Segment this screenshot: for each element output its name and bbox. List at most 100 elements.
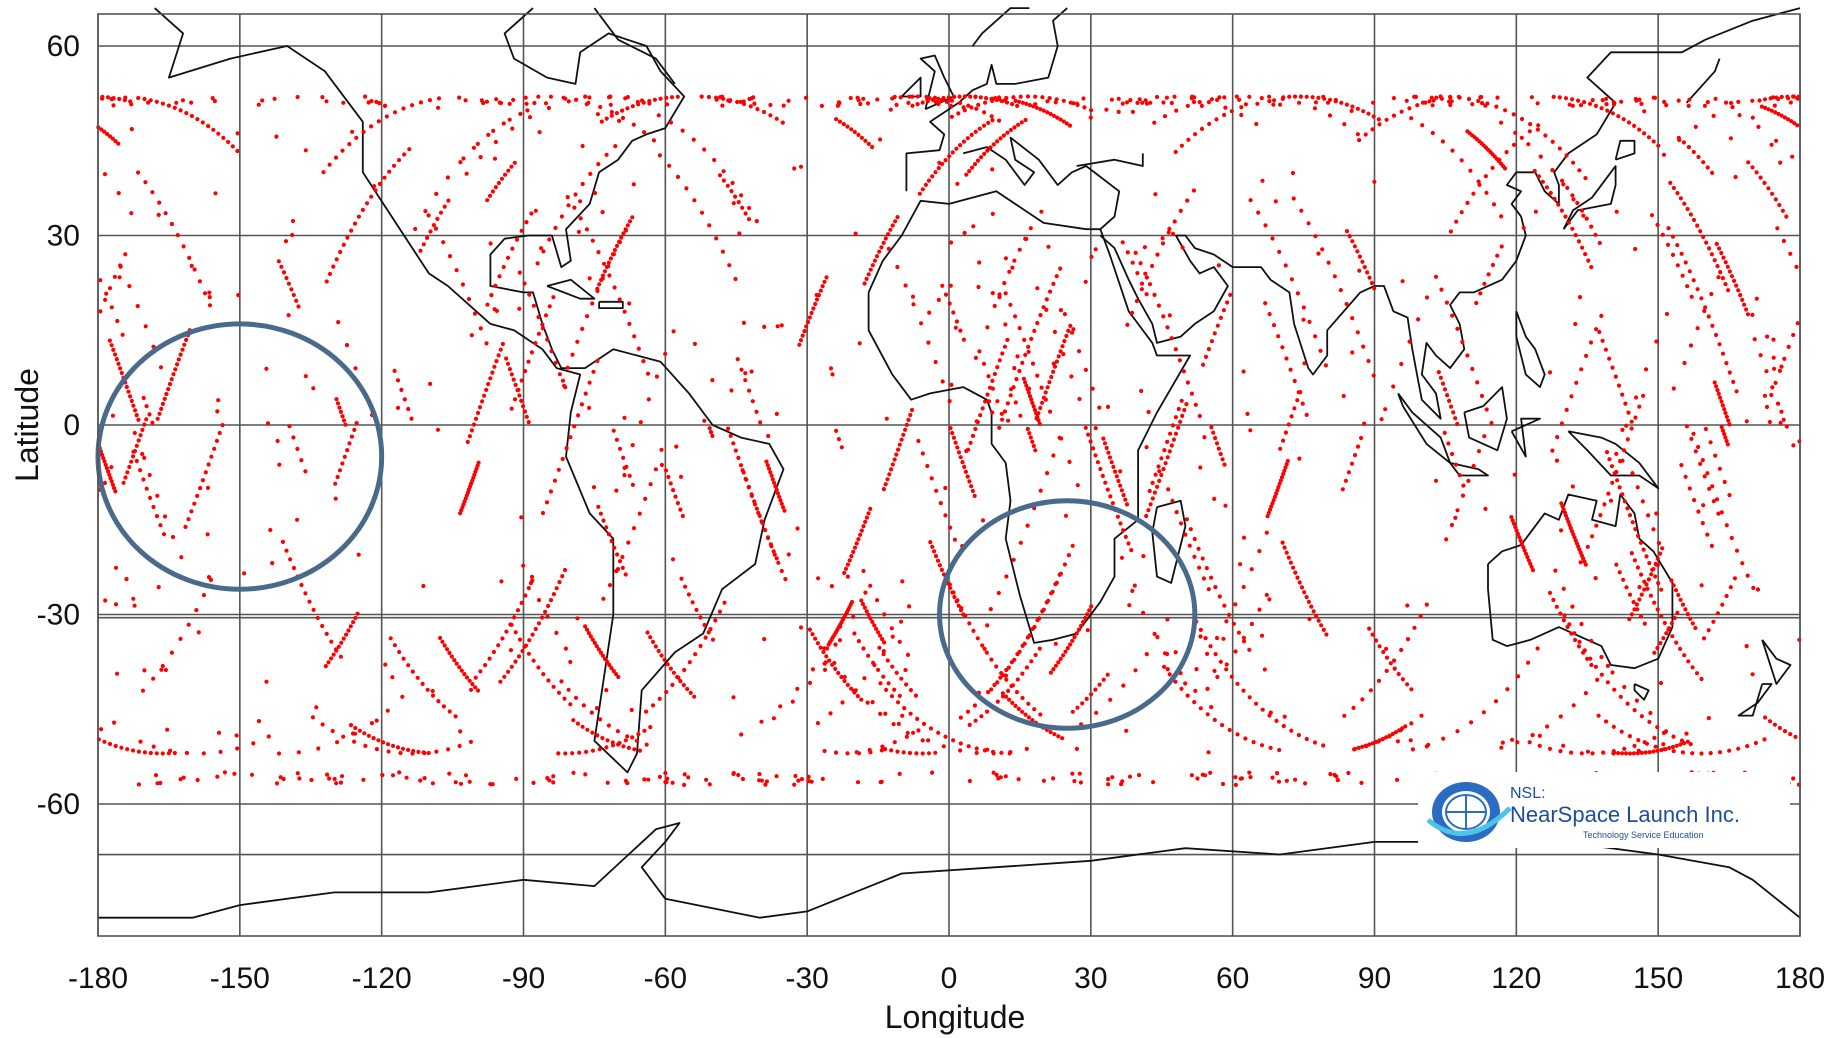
- ground-point: [973, 94, 978, 99]
- ground-point: [161, 532, 167, 537]
- ground-point: [1564, 153, 1569, 158]
- ground-point: [1275, 771, 1280, 776]
- ground-point: [611, 669, 616, 674]
- ground-point: [781, 505, 786, 510]
- ground-point: [957, 94, 962, 99]
- ground-point: [1710, 170, 1715, 175]
- ground-point: [1589, 265, 1594, 270]
- ground-point: [990, 167, 995, 172]
- ground-point: [1723, 435, 1728, 440]
- ground-point: [1791, 94, 1796, 99]
- ground-point: [1670, 234, 1676, 239]
- ground-point: [1778, 160, 1783, 165]
- ground-point: [757, 772, 762, 777]
- ground-point: [1360, 697, 1365, 702]
- ground-point: [151, 504, 156, 510]
- ground-point: [1457, 95, 1462, 100]
- ground-point: [1123, 534, 1128, 540]
- ground-point: [1503, 108, 1508, 113]
- ground-point: [1120, 779, 1125, 784]
- ground-point: [727, 263, 732, 268]
- ground-point: [583, 391, 588, 396]
- ground-point: [915, 102, 920, 107]
- ground-point: [802, 329, 807, 334]
- ground-point: [1302, 361, 1307, 366]
- ground-point: [117, 275, 122, 280]
- ground-point: [1611, 724, 1616, 729]
- ground-point: [1039, 209, 1044, 214]
- ground-point: [1775, 401, 1781, 406]
- ground-point: [712, 157, 717, 163]
- ground-point: [813, 301, 818, 307]
- ground-point: [1248, 775, 1253, 780]
- ground-point: [575, 339, 580, 344]
- ground-point: [1636, 738, 1641, 743]
- ground-point: [1371, 100, 1376, 105]
- ground-point: [541, 672, 546, 677]
- ground-point: [609, 110, 614, 115]
- ground-point: [560, 574, 565, 579]
- coastline: [1515, 310, 1546, 388]
- ground-point: [1028, 226, 1033, 231]
- ground-point: [107, 472, 112, 477]
- ground-point: [1776, 111, 1781, 117]
- ground-point: [1050, 589, 1055, 595]
- ground-point: [847, 558, 852, 563]
- ground-point: [1248, 198, 1253, 203]
- ground-point: [270, 561, 275, 566]
- ground-point: [625, 106, 630, 111]
- ground-point: [1391, 384, 1396, 389]
- ground-point: [839, 445, 844, 450]
- x-tick-label: 60: [1216, 962, 1249, 995]
- ground-point: [195, 493, 200, 498]
- ground-point: [366, 733, 371, 738]
- ground-point: [249, 772, 255, 777]
- ground-point: [1629, 419, 1634, 424]
- ground-point: [964, 448, 969, 454]
- ground-point: [892, 740, 897, 745]
- ground-point: [1427, 99, 1432, 104]
- ground-point: [1184, 517, 1189, 522]
- ground-point: [1794, 264, 1799, 269]
- ground-point: [1106, 777, 1111, 782]
- ground-point: [1526, 142, 1531, 147]
- ground-point: [1144, 445, 1149, 450]
- ground-point: [1588, 340, 1594, 345]
- ground-point: [909, 407, 915, 413]
- ground-point: [1288, 560, 1293, 565]
- ground-point: [486, 132, 491, 137]
- ground-point: [870, 619, 875, 625]
- ground-point: [311, 386, 316, 391]
- ground-point: [102, 172, 108, 177]
- ground-point: [636, 346, 641, 351]
- ground-point: [866, 612, 871, 617]
- ground-point: [1011, 95, 1016, 100]
- ground-point: [1637, 585, 1642, 590]
- ground-point: [1562, 613, 1567, 618]
- ground-point: [1034, 105, 1039, 110]
- ground-point: [1205, 686, 1210, 692]
- ground-point: [845, 562, 851, 567]
- ground-point: [519, 515, 524, 520]
- ground-point: [768, 102, 773, 108]
- ground-point: [796, 778, 801, 783]
- ground-point: [1561, 743, 1566, 748]
- ground-point: [954, 599, 959, 604]
- ground-point: [1641, 547, 1646, 552]
- ground-point: [790, 699, 795, 704]
- ground-point: [1746, 160, 1751, 165]
- ground-point: [1638, 614, 1644, 619]
- ground-point: [1271, 323, 1277, 328]
- ground-point: [1183, 681, 1188, 686]
- ground-point: [830, 662, 835, 667]
- ground-point: [1724, 593, 1729, 599]
- ground-point: [1733, 174, 1738, 180]
- ground-point: [1732, 576, 1737, 581]
- ground-point: [205, 485, 211, 490]
- ground-point: [798, 338, 804, 343]
- ground-point: [1717, 246, 1722, 251]
- ground-point: [1013, 98, 1018, 103]
- ground-point: [1304, 94, 1309, 99]
- ground-point: [1676, 135, 1681, 140]
- ground-point: [1071, 101, 1076, 106]
